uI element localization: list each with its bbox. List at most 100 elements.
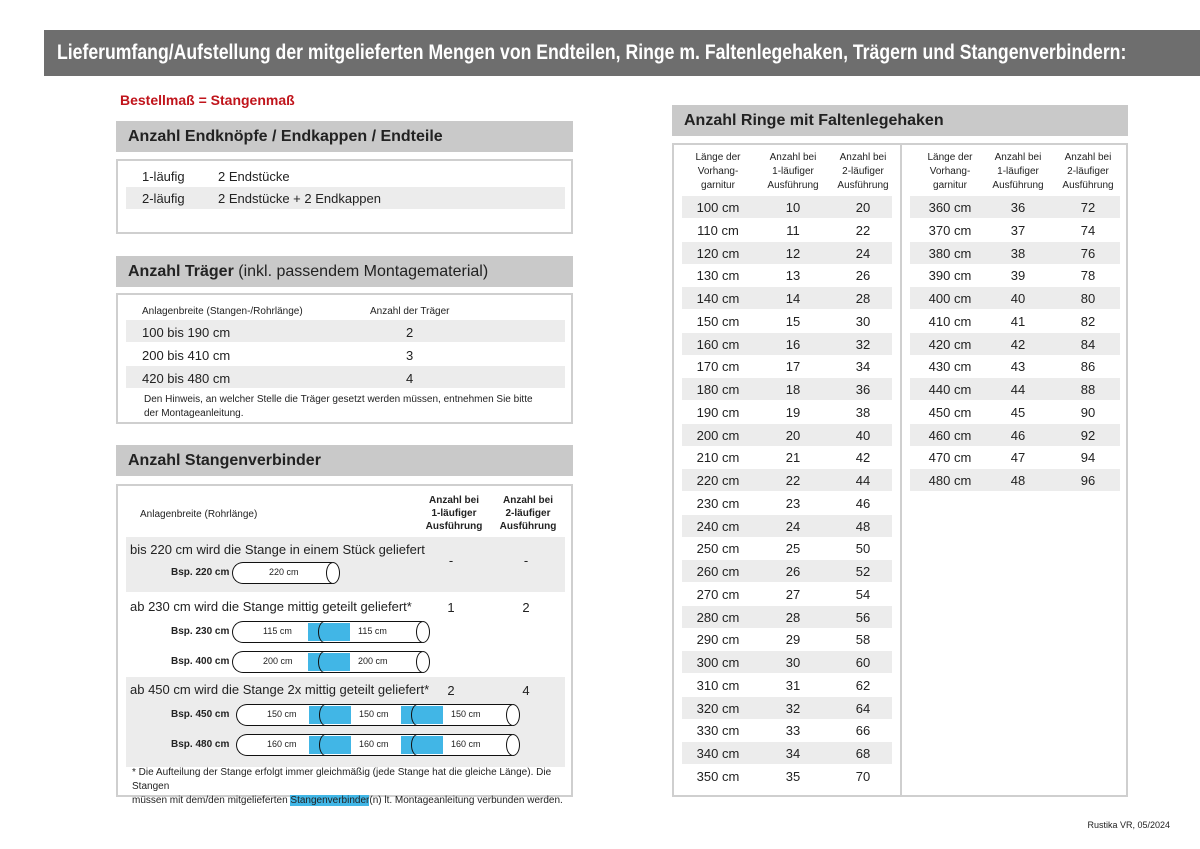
- ringe-cell: 420 cm: [928, 336, 972, 352]
- connector: [309, 704, 351, 726]
- endteile-value: 2 Endstücke: [218, 169, 290, 184]
- verbinder-col-header: Anlagenbreite (Rohrlänge): [140, 509, 258, 520]
- group-text: ab 450 cm wird die Stange 2x mittig gete…: [130, 682, 430, 697]
- count-2-laeufig: -: [523, 553, 529, 568]
- header-line: Vorhang-: [697, 166, 739, 177]
- endteile-type: 1-läufig: [142, 169, 185, 184]
- ringe-cell: 250 cm: [696, 541, 740, 557]
- header-line: 2-läufiger: [1067, 166, 1109, 177]
- ringe-cell: 38: [1010, 245, 1026, 261]
- ringe-cell: 82: [1080, 313, 1096, 329]
- header-line: Anzahl bei: [994, 152, 1042, 163]
- endteile-row: 1-läufig 2 Endstücke: [126, 164, 565, 186]
- ringe-cell: 26: [785, 564, 801, 579]
- traeger-count: 3: [406, 348, 414, 363]
- ringe-cell: 150 cm: [696, 313, 740, 329]
- ringe-cell: 92: [1080, 427, 1096, 443]
- ringe-cell: 62: [855, 677, 871, 693]
- connector: [309, 734, 351, 756]
- ringe-cell: 13: [785, 268, 801, 284]
- header-line: Anzahl bei: [502, 495, 553, 506]
- ringe-row: 340 cm 34 68: [682, 742, 892, 764]
- section-ringe-title: Anzahl Ringe mit Faltenlegehaken: [672, 105, 1128, 136]
- ringe-cell: 16: [785, 336, 801, 352]
- ringe-row: 160 cm 16 32: [682, 332, 892, 355]
- connector: [401, 734, 443, 756]
- rod-end: [416, 620, 430, 643]
- ringe-cell: 32: [785, 700, 801, 716]
- ringe-col-header: Anzahl bei 1-läufiger Ausführung: [982, 151, 1054, 193]
- header-line: Anzahl bei: [1064, 152, 1112, 163]
- order-note: Bestellmaß = Stangenmaß: [120, 92, 295, 108]
- ringe-cell: 64: [855, 700, 871, 716]
- footnote-line: * Die Aufteilung der Stange erfolgt imme…: [132, 767, 552, 792]
- page-header: Lieferumfang/Aufstellung der mitgeliefer…: [44, 30, 1200, 76]
- traeger-title-bold: Anzahl Träger: [128, 263, 234, 280]
- ringe-cell: 20: [855, 200, 871, 215]
- ringe-cell: 140 cm: [696, 291, 740, 306]
- ringe-row: 240 cm 24 48: [682, 514, 892, 537]
- count-1-laeufig: 1: [447, 600, 455, 615]
- ringe-cell: 370 cm: [928, 222, 972, 238]
- ringe-row: 210 cm 21 42: [682, 446, 892, 468]
- ringe-cell: 48: [855, 518, 871, 534]
- ringe-cell: 120 cm: [696, 245, 740, 261]
- ringe-cell: 15: [785, 313, 801, 329]
- ringe-cell: 17: [785, 359, 801, 375]
- ringe-cell: 60: [855, 655, 871, 670]
- ringe-cell: 80: [1080, 291, 1096, 306]
- traeger-row: 100 bis 190 cm 2: [126, 320, 565, 342]
- header-line: garnitur: [701, 180, 735, 191]
- ringe-cell: 37: [1010, 222, 1026, 238]
- count-2-laeufig: 4: [522, 683, 530, 698]
- traeger-title-rest: (inkl. passendem Montagematerial): [233, 263, 489, 280]
- ringe-cell: 26: [855, 268, 871, 284]
- ringe-row: 260 cm 26 52: [682, 560, 892, 582]
- verbinder-col-header: Anzahl bei 2-läufiger Ausführung: [488, 494, 568, 533]
- ringe-row: 330 cm 33 66: [682, 719, 892, 741]
- ringe-row: 100 cm 10 20: [682, 196, 892, 218]
- ringe-cell: 470 cm: [928, 450, 972, 466]
- ringe-cell: 22: [855, 222, 871, 238]
- ringe-row: 410 cm 41 82: [910, 310, 1120, 332]
- ringe-col-header: Anzahl bei 2-läufiger Ausführung: [1052, 151, 1124, 193]
- ringe-cell: 360 cm: [928, 200, 972, 215]
- endteile-row: 2-läufig 2 Endstücke + 2 Endkappen: [126, 187, 565, 209]
- ringe-col-header: Anzahl bei 1-läufiger Ausführung: [757, 151, 829, 193]
- header-line: Länge der: [695, 152, 741, 163]
- ringe-cell: 86: [1080, 359, 1096, 375]
- ringe-cell: 300 cm: [696, 655, 740, 670]
- ringe-row: 380 cm 38 76: [910, 241, 1120, 264]
- rod-length: 220 cm: [269, 567, 299, 577]
- ringe-cell: 25: [785, 541, 801, 557]
- rod-length: 150 cm: [359, 709, 389, 719]
- ringe-cell: 210 cm: [696, 450, 740, 466]
- connector-edge: [318, 651, 331, 673]
- ringe-cell: 74: [1080, 222, 1096, 238]
- ringe-row: 320 cm 32 64: [682, 696, 892, 719]
- ringe-row: 400 cm 40 80: [910, 287, 1120, 309]
- ringe-row: 420 cm 42 84: [910, 332, 1120, 355]
- ringe-cell: 100 cm: [696, 200, 740, 215]
- ringe-cell: 350 cm: [696, 768, 740, 784]
- ringe-cell: 190 cm: [696, 404, 740, 420]
- rod-length: 115 cm: [358, 626, 387, 636]
- rod: 220 cm: [232, 561, 340, 584]
- group-text: bis 220 cm wird die Stange in einem Stüc…: [130, 542, 425, 557]
- ringe-cell: 84: [1080, 336, 1096, 352]
- header-line: Ausführung: [499, 521, 557, 532]
- header-line: 2-läufiger: [842, 166, 884, 177]
- verbinder-group: ab 450 cm wird die Stange 2x mittig gete…: [126, 677, 565, 767]
- footer-note: Rustika VR, 05/2024: [1087, 820, 1170, 830]
- ringe-cell: 35: [785, 768, 801, 784]
- page-title: Lieferumfang/Aufstellung der mitgeliefer…: [57, 41, 1127, 64]
- ringe-cell: 72: [1080, 200, 1096, 215]
- ringe-cell: 28: [785, 609, 801, 625]
- ringe-cell: 22: [785, 473, 801, 488]
- traeger-row: 420 bis 480 cm 4: [126, 366, 565, 388]
- ringe-cell: 32: [855, 336, 871, 352]
- ringe-row: 250 cm 25 50: [682, 537, 892, 559]
- verbinder-box: Anlagenbreite (Rohrlänge) Anzahl bei 1-lä…: [116, 484, 573, 806]
- example-label: Bsp. 230 cm: [171, 626, 230, 637]
- ringe-row: 370 cm 37 74: [910, 219, 1120, 241]
